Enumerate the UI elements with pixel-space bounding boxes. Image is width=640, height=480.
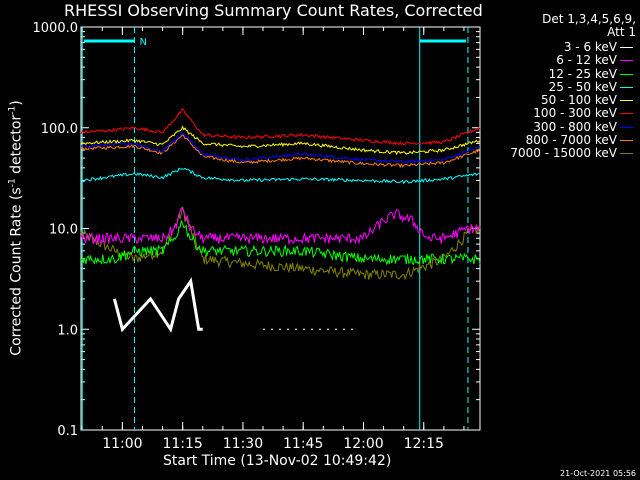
legend-label: 100 - 300 keV [533, 106, 617, 121]
legend-label: 7000 - 15000 keV [510, 146, 617, 161]
series-line-2 [80, 220, 481, 266]
y-axis-label-sup-2: -1 [7, 105, 18, 115]
series-line-8 [80, 206, 481, 281]
x-tick-label: 12:15 [404, 436, 444, 452]
legend-label: 3 - 6 keV [563, 40, 617, 54]
x-tick-label: 12:00 [343, 436, 383, 452]
series-line-4 [80, 125, 481, 156]
x-tick-label: 11:30 [223, 436, 263, 452]
y-tick-label: 10.0 [49, 223, 78, 238]
legend: 3 - 6 keV 6 - 12 keV 12 - 25 keV 25 - 50 ke… [489, 41, 635, 161]
y-tick-label: 100.0 [41, 122, 78, 137]
series-line-5 [80, 108, 481, 146]
y-tick-label: 1000.0 [33, 21, 79, 36]
y-axis-label-part-1: Corrected Count Rate (s [8, 187, 25, 356]
legend-label: 300 - 800 keV [533, 119, 617, 134]
y-axis-label-part-2: detector [8, 114, 25, 179]
legend-label: 25 - 50 keV [548, 79, 617, 94]
y-tick-label: 1.0 [57, 323, 78, 338]
legend-swatch [620, 126, 633, 128]
timestamp: 21-Oct-2021 05:56 [560, 469, 636, 478]
y-axis-label-sup-1: -1 [7, 178, 18, 188]
legend-swatch [620, 153, 633, 155]
series-line-0-seg-0 [112, 277, 203, 333]
legend-label: 6 - 12 keV [556, 53, 617, 68]
legend-entry: 7000 - 15000 keV [489, 147, 635, 160]
y-tick-label: 0.1 [57, 424, 78, 439]
legend-entry: 100 - 300 keV [489, 107, 635, 120]
series-line-6 [80, 131, 481, 164]
legend-swatch [620, 86, 633, 88]
series-line-3 [80, 167, 481, 185]
legend-entry: 25 - 50 keV [489, 79, 635, 94]
legend-swatch [620, 113, 633, 115]
x-tick-label: 11:00 [102, 436, 142, 452]
x-axis-label: Start Time (13-Nov-02 10:49:42) [163, 453, 392, 469]
legend-entry: 800 - 7000 keV [489, 134, 635, 147]
legend-entry: 50 - 100 keV [489, 94, 635, 107]
x-tick-label: 11:45 [283, 436, 323, 452]
legend-entry: 300 - 800 keV [489, 119, 635, 134]
legend-swatch [620, 100, 633, 102]
series-line-7 [80, 133, 480, 169]
x-tick-label: 11:15 [162, 436, 202, 452]
legend-swatch [620, 140, 633, 142]
legend-entry: 12 - 25 keV [489, 66, 635, 81]
chart-title: RHESSI Observing Summary Count Rates, Co… [64, 1, 483, 20]
y-axis-label: Corrected Count Rate (s-1 detector-1) [8, 100, 25, 355]
legend-swatch [620, 47, 633, 48]
legend-entry: 6 - 12 keV [489, 54, 635, 67]
legend-label: 50 - 100 keV [540, 93, 617, 108]
legend-label: 800 - 7000 keV [525, 133, 617, 148]
legend-header-line-1: Det 1,3,4,5,6,9, [542, 12, 636, 26]
legend-swatch [620, 60, 633, 62]
legend-entry: 3 - 6 keV [489, 41, 635, 54]
series-line-1 [80, 207, 481, 246]
y-axis-label-part-3: ) [8, 100, 25, 106]
legend-header: Det 1,3,4,5,6,9, Att 1 [542, 13, 636, 39]
legend-swatch [620, 73, 633, 75]
flag-label: N [139, 37, 146, 48]
legend-header-line-2: Att 1 [607, 25, 636, 39]
legend-label: 12 - 25 keV [548, 66, 617, 81]
